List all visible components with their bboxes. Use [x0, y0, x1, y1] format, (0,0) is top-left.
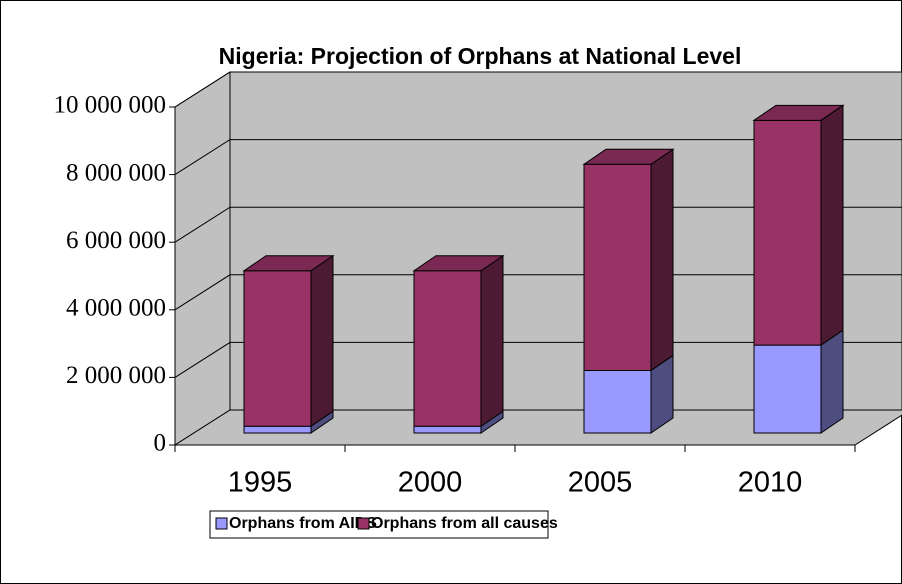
- bar-side: [650, 148, 674, 372]
- bar-top: [582, 148, 675, 165]
- bar-side: [480, 254, 504, 428]
- grid-line: [174, 139, 902, 176]
- bar-top: [412, 255, 505, 272]
- x-tick-label: 1995: [228, 467, 293, 499]
- side-wall: [174, 71, 231, 446]
- legend-swatch: [357, 517, 370, 530]
- legend-label: Orphans from AIDS: [229, 515, 377, 532]
- x-tick-label: 2010: [738, 467, 803, 499]
- y-tick-label: 6 000 000: [66, 227, 166, 254]
- legend-label: Orphans from all causes: [371, 515, 558, 532]
- grid-line: [174, 341, 902, 378]
- bar: [583, 163, 652, 371]
- bar: [753, 119, 822, 346]
- y-tick-label: 2 000 000: [66, 362, 166, 389]
- grid-line: [174, 274, 902, 311]
- y-tick-label: 4 000 000: [66, 295, 166, 322]
- bar: [243, 425, 312, 434]
- bar: [583, 369, 652, 434]
- legend: [209, 510, 549, 539]
- grid-line: [174, 206, 902, 243]
- chart-title: Nigeria: Projection of Orphans at Nation…: [219, 43, 742, 69]
- bar-side: [310, 254, 334, 428]
- bar-top: [242, 255, 335, 272]
- y-tick-label: 8 000 000: [66, 159, 166, 186]
- bar-top: [752, 104, 845, 121]
- bar: [243, 270, 312, 427]
- bar: [413, 270, 482, 427]
- bar-side: [820, 329, 844, 434]
- bar: [753, 344, 822, 434]
- x-tick-label: 2005: [568, 467, 633, 499]
- bar-side: [820, 104, 844, 347]
- grid-line: [174, 71, 902, 108]
- bar: [413, 425, 482, 434]
- x-tick-label: 2000: [398, 467, 463, 499]
- y-tick-label: 10 000 000: [54, 92, 167, 119]
- y-tick-label: 0: [154, 430, 167, 457]
- legend-swatch: [215, 517, 228, 530]
